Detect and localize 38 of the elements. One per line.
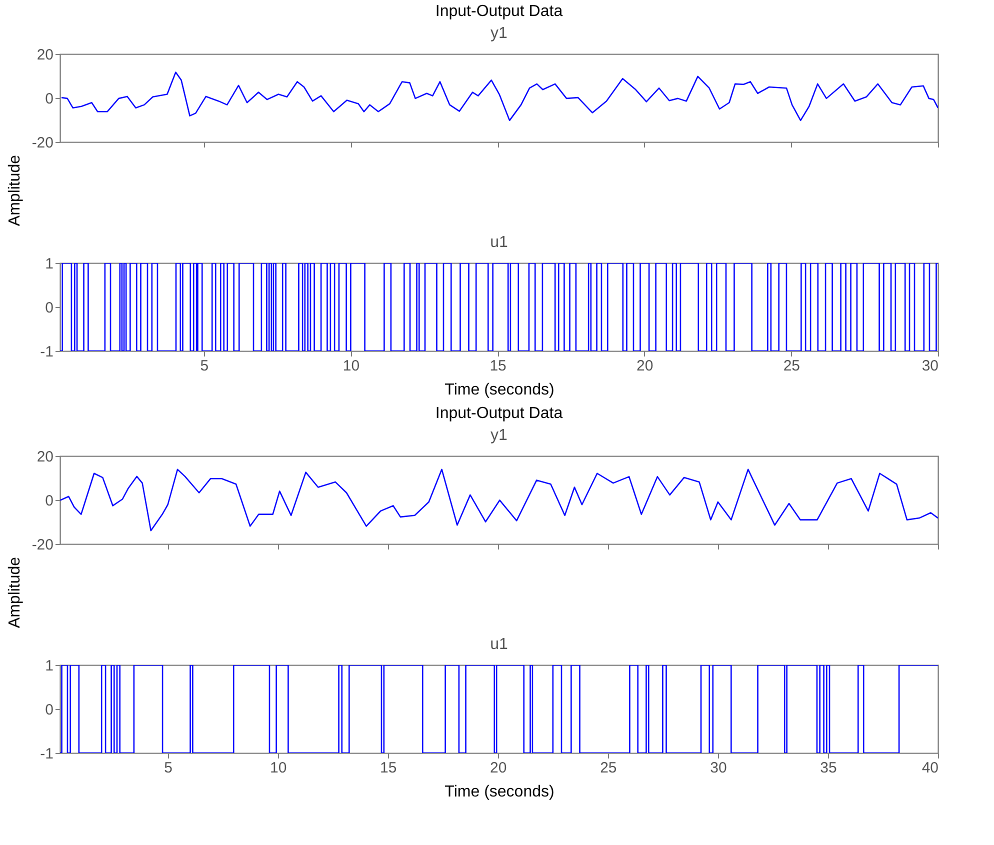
x-tick-label: 15 bbox=[380, 760, 397, 776]
x-tick-label: 40 bbox=[922, 760, 938, 776]
line-series bbox=[60, 468, 938, 532]
y-tick-label: 1 bbox=[45, 256, 54, 272]
y-tick-label: 1 bbox=[45, 658, 54, 674]
x-tick-label: 25 bbox=[783, 358, 800, 374]
y-tick-label: 20 bbox=[36, 46, 54, 64]
y-axis-title: Amplitude bbox=[6, 154, 24, 226]
x-tick-label: 25 bbox=[600, 760, 617, 776]
y-tick-label: 0 bbox=[45, 492, 54, 510]
y-tick-label: -1 bbox=[40, 746, 54, 762]
x-tick-label: 35 bbox=[820, 760, 837, 776]
y-tick-label: 0 bbox=[45, 90, 54, 108]
chart-subtitle: y1 bbox=[490, 25, 508, 42]
y-tick-label: 0 bbox=[45, 300, 54, 316]
x-tick-label: 10 bbox=[342, 358, 360, 374]
y-tick-label: -20 bbox=[32, 134, 54, 152]
x-tick-label: 5 bbox=[164, 760, 172, 776]
x-tick-label: 20 bbox=[490, 760, 507, 776]
chart-title: u1 bbox=[490, 636, 508, 653]
x-tick-label: 30 bbox=[710, 760, 727, 776]
x-tick-label: 15 bbox=[490, 358, 506, 374]
line-series bbox=[60, 72, 938, 122]
y-tick-label: 20 bbox=[36, 448, 54, 466]
x-axis-title: Time (seconds) bbox=[444, 784, 554, 800]
x-tick-label: 30 bbox=[922, 358, 938, 374]
y-tick-label: 0 bbox=[45, 702, 54, 718]
chart-title: u1 bbox=[490, 234, 508, 251]
chart-title: Input-Output Data bbox=[435, 405, 563, 422]
x-tick-label: 20 bbox=[636, 358, 654, 374]
y-tick-label: -20 bbox=[32, 536, 54, 554]
chart-subtitle: y1 bbox=[490, 427, 508, 444]
y-tick-label: -1 bbox=[40, 344, 54, 360]
x-axis-title: Time (seconds) bbox=[444, 382, 554, 398]
x-tick-label: 10 bbox=[270, 760, 287, 776]
y-axis-title: Amplitude bbox=[6, 556, 24, 628]
chart-title: Input-Output Data bbox=[435, 3, 563, 20]
x-tick-label: 5 bbox=[200, 358, 209, 374]
